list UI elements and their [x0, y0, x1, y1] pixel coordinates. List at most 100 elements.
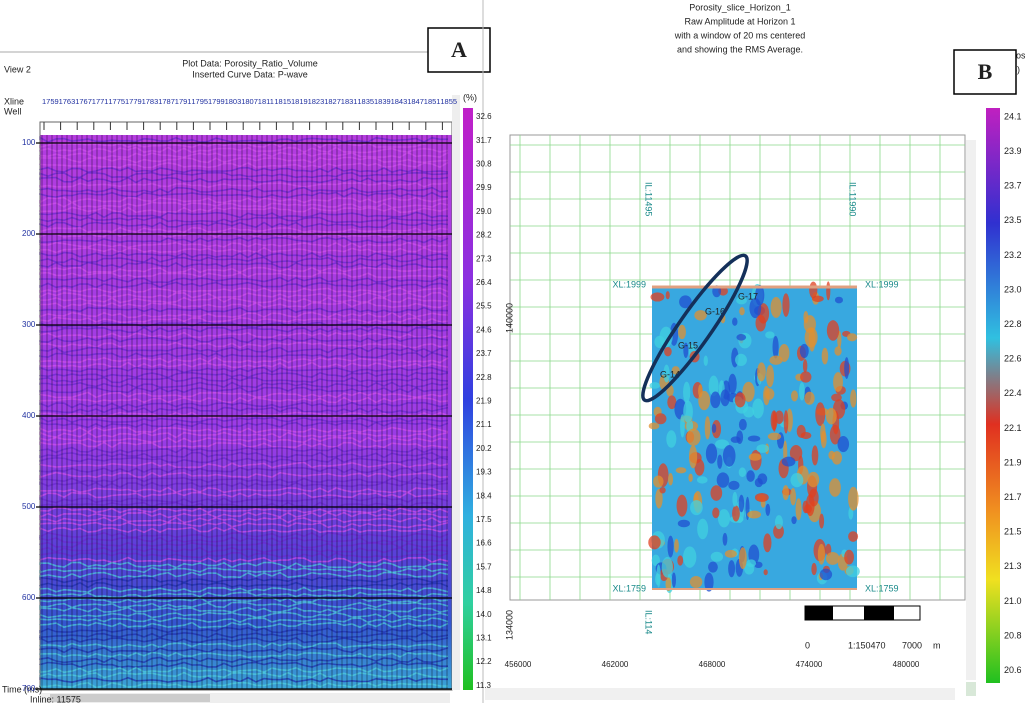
panel-label: B — [978, 59, 993, 84]
xline-tick-label: 1803 — [225, 97, 242, 106]
well-label: G-14 — [660, 369, 680, 379]
colorbar-a — [463, 108, 473, 690]
panel-label-box — [427, 27, 491, 73]
anomaly — [846, 333, 858, 342]
colorbar-label: 26.4 — [476, 278, 492, 287]
xline-tick-label: 1787 — [158, 97, 175, 106]
anomaly — [708, 375, 719, 397]
anomaly — [732, 317, 738, 326]
anomaly — [667, 535, 674, 558]
map-title: Raw Amplitude at Horizon 1 — [684, 16, 795, 26]
anomaly — [651, 554, 660, 567]
anomaly — [648, 422, 660, 430]
colorbar-label: 22.4 — [1004, 388, 1022, 398]
anomaly — [828, 450, 835, 460]
colorbar-label: 19.3 — [476, 468, 492, 477]
anomaly — [772, 335, 779, 359]
anomaly — [664, 346, 672, 357]
colorbar-label: 21.1 — [476, 420, 492, 429]
time-tick-label: 300 — [22, 320, 36, 329]
scroll-button[interactable] — [966, 682, 976, 696]
anomaly — [804, 327, 818, 348]
anomaly — [826, 281, 831, 301]
anomaly — [804, 391, 815, 405]
anomaly — [845, 565, 860, 578]
scale-seg — [805, 606, 833, 620]
colorbar-label: 21.9 — [1004, 457, 1022, 467]
colorbar-label: 29.9 — [476, 183, 492, 192]
anomaly — [821, 347, 829, 365]
anomaly — [826, 320, 840, 341]
colorbar-label: 23.7 — [476, 349, 492, 358]
scroll-thumb[interactable] — [50, 694, 210, 702]
anomaly — [782, 293, 790, 317]
time-tick-label: 600 — [22, 593, 36, 602]
colorbar-label: 21.3 — [1004, 561, 1022, 571]
v-scrollbar[interactable] — [966, 140, 976, 680]
xline-tick-label: 1763 — [59, 97, 76, 106]
scrollbar[interactable] — [452, 95, 460, 690]
colorbar-label: 24.6 — [476, 325, 492, 334]
anomaly — [767, 432, 782, 441]
anomaly — [766, 364, 774, 388]
well-label: G-16 — [705, 306, 725, 316]
anomaly — [712, 507, 720, 519]
x-tick-label: 474000 — [796, 660, 823, 669]
anomaly — [738, 418, 747, 431]
anomaly — [649, 382, 661, 389]
anomaly — [754, 561, 763, 569]
anomaly — [807, 471, 820, 488]
colorbar-label: 31.7 — [476, 136, 492, 145]
xline-tick-label: 1811 — [258, 97, 274, 106]
h-scrollbar[interactable] — [485, 688, 955, 700]
anomaly — [728, 560, 736, 578]
anomaly — [650, 292, 665, 302]
h-scrollbar[interactable] — [40, 693, 450, 703]
xline-tick-label: 1791 — [175, 97, 192, 106]
panel-label-box — [953, 49, 1017, 95]
anomaly — [722, 532, 728, 546]
anomaly — [798, 382, 805, 401]
xline-tick-label: 1795 — [191, 97, 208, 106]
anomaly — [791, 516, 797, 525]
anomaly — [653, 475, 664, 488]
anomaly — [791, 390, 798, 402]
anomaly — [747, 510, 762, 519]
xline-label: Xline — [4, 96, 24, 106]
map-title: with a window of 20 ms centered — [674, 30, 806, 40]
anomaly — [677, 519, 690, 528]
anomaly — [831, 393, 842, 402]
colorbar-label: 15.7 — [476, 562, 492, 571]
xline-tick-label: 1783 — [142, 97, 159, 106]
anomaly — [686, 428, 701, 446]
map-title: Porosity_slice_Horizon_1 — [689, 2, 791, 12]
anomaly — [746, 470, 755, 482]
anomaly — [800, 371, 812, 383]
colorbar-b — [986, 108, 1000, 683]
colorbar-label: 30.8 — [476, 160, 492, 169]
anomaly — [677, 555, 684, 566]
anomaly — [834, 346, 842, 356]
anomaly — [661, 556, 673, 578]
anomaly — [819, 568, 833, 581]
anomaly — [825, 552, 840, 565]
highlight-ellipse — [641, 253, 749, 403]
colorbar-label: 21.7 — [1004, 492, 1022, 502]
anomaly — [742, 381, 755, 402]
anomaly — [656, 564, 661, 588]
panel-label: A — [451, 37, 467, 62]
xline-tick-label: 1819 — [291, 97, 308, 106]
well-label: G-15 — [678, 340, 698, 350]
scale-seg — [864, 606, 894, 620]
colorbar-label: 23.5 — [1004, 215, 1022, 225]
colorbar-label: 21.9 — [476, 397, 492, 406]
anomaly — [715, 439, 730, 449]
anomaly — [850, 389, 857, 408]
anomaly — [697, 518, 709, 540]
y-tick-label: 134000 — [504, 610, 514, 640]
anomaly — [754, 492, 769, 502]
scale-unit: m — [933, 640, 941, 650]
